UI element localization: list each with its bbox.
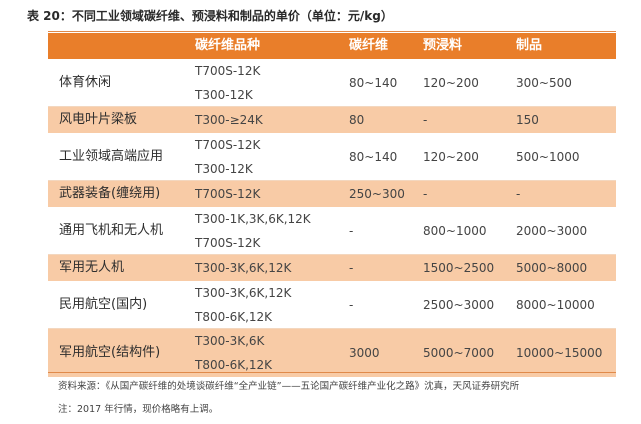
product-price-cell: 5000~8000 [516, 261, 588, 275]
fiber-price-cell: 80 [349, 113, 365, 127]
table-title: 表 20：不同工业领域碳纤维、预浸料和制品的单价（单位：元/kg） [27, 9, 393, 23]
fiber-price-cell: - [349, 261, 354, 275]
prepreg-price-cell: 1500~2500 [423, 261, 495, 275]
fiber-price-cell: 3000 [349, 346, 380, 360]
table-row: 民用航空(国内) T300-3K,6K,12K T800-6K,12K - 25… [48, 281, 616, 329]
header-product: 制品 [516, 38, 543, 53]
variety-cell: T700S-12K T300-12K [195, 133, 349, 180]
variety-cell: T700S-12K [195, 181, 349, 207]
footer-divider [48, 372, 616, 373]
table-row: 体育休闲 T700S-12K T300-12K 80~140 120~200 3… [48, 59, 616, 107]
table-row: 工业领域高端应用 T700S-12K T300-12K 80~140 120~2… [48, 133, 616, 181]
header-fiber: 碳纤维 [349, 38, 389, 53]
field-cell: 通用飞机和无人机 [59, 222, 164, 238]
variety-line: T700S-12K [195, 63, 261, 78]
table-header-row: 碳纤维品种 碳纤维 预浸料 制品 [48, 33, 616, 59]
product-price-cell: - [516, 187, 521, 201]
fiber-price-cell: - [349, 223, 354, 238]
product-price-cell: 150 [516, 113, 539, 127]
prepreg-price-cell: - [423, 113, 428, 127]
prepreg-price-cell: 800~1000 [423, 223, 487, 238]
prepreg-price-cell: - [423, 187, 428, 201]
variety-line: T300-12K [195, 161, 253, 176]
prepreg-price-cell: 120~200 [423, 149, 479, 164]
product-price-cell: 2000~3000 [516, 223, 588, 238]
field-cell: 武器装备(缠绕用) [59, 186, 161, 201]
variety-line: T700S-12K [195, 235, 261, 250]
prepreg-price-cell: 5000~7000 [423, 346, 495, 360]
price-table: 碳纤维品种 碳纤维 预浸料 制品 体育休闲 T700S-12K T300-12K… [48, 33, 616, 377]
field-cell: 军用航空(结构件) [59, 345, 161, 360]
variety-line: T800-6K,12K [195, 358, 273, 372]
product-price-cell: 8000~10000 [516, 297, 595, 312]
table-row: 风电叶片梁板 T300-≥24K 80 - 150 [48, 107, 616, 133]
variety-line: T700S-12K [195, 137, 261, 152]
variety-cell: T700S-12K T300-12K [195, 59, 349, 106]
prepreg-price-cell: 120~200 [423, 75, 479, 90]
product-price-cell: 10000~15000 [516, 346, 603, 360]
variety-cell: T300-≥24K [195, 107, 349, 133]
variety-line: T300-3K,6K,12K [195, 261, 292, 275]
variety-cell: T300-3K,6K,12K [195, 255, 349, 281]
variety-line: T300-≥24K [195, 113, 263, 127]
field-cell: 军用无人机 [59, 260, 125, 275]
header-variety: 碳纤维品种 [195, 38, 261, 53]
variety-line: T700S-12K [195, 187, 261, 201]
table-row: 军用无人机 T300-3K,6K,12K - 1500~2500 5000~80… [48, 255, 616, 281]
variety-line: T300-3K,6K,12K [195, 285, 292, 300]
fiber-price-cell: 250~300 [349, 187, 405, 201]
price-note: 注：2017 年行情，现价格略有上调。 [58, 404, 219, 415]
variety-line: T300-12K [195, 87, 253, 102]
variety-line: T300-1K,3K,6K,12K [195, 211, 311, 226]
product-price-cell: 500~1000 [516, 149, 580, 164]
product-price-cell: 300~500 [516, 75, 572, 90]
table-row: 军用航空(结构件) T300-3K,6K T800-6K,12K 3000 50… [48, 329, 616, 377]
source-note: 资料来源：《从国产碳纤维的处境谈碳纤维“全产业链”——五论国产碳纤维产业化之路》… [58, 381, 520, 392]
fiber-price-cell: 80~140 [349, 75, 398, 90]
variety-line: T300-3K,6K [195, 334, 265, 348]
field-cell: 民用航空(国内) [59, 296, 148, 312]
table-row: 通用飞机和无人机 T300-1K,3K,6K,12K T700S-12K - 8… [48, 207, 616, 255]
table-row: 武器装备(缠绕用) T700S-12K 250~300 - - [48, 181, 616, 207]
prepreg-price-cell: 2500~3000 [423, 297, 495, 312]
field-cell: 工业领域高端应用 [59, 148, 164, 164]
variety-cell: T300-1K,3K,6K,12K T700S-12K [195, 207, 349, 254]
variety-line: T800-6K,12K [195, 309, 273, 324]
header-prepreg: 预浸料 [423, 38, 463, 53]
field-cell: 风电叶片梁板 [59, 112, 138, 127]
title-divider [48, 31, 616, 32]
variety-cell: T300-3K,6K,12K T800-6K,12K [195, 281, 349, 328]
field-cell: 体育休闲 [59, 74, 112, 90]
variety-cell: T300-3K,6K T800-6K,12K [195, 329, 349, 377]
fiber-price-cell: 80~140 [349, 149, 398, 164]
fiber-price-cell: - [349, 297, 354, 312]
